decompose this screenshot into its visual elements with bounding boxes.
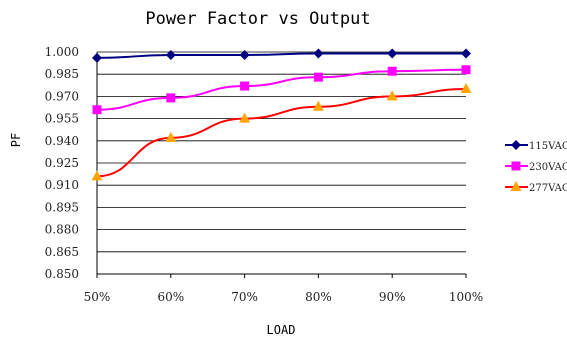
data-point-115VAC-100% <box>461 48 471 59</box>
data-point-115VAC-80% <box>313 48 324 59</box>
data-point-230VAC-50% <box>92 105 102 115</box>
legend: 115VAC 230VAC 277VAC <box>505 140 567 194</box>
data-point-230VAC-60% <box>166 93 176 103</box>
data-point-230VAC-100% <box>461 65 471 75</box>
data-point-115VAC-50% <box>92 52 102 63</box>
data-point-277VAC-80% <box>312 100 324 111</box>
y-tick-label: 0.940 <box>45 134 79 148</box>
series-line-277VAC <box>96 88 467 178</box>
y-tick-label: 0.850 <box>45 267 79 281</box>
x-tick-label: 60% <box>157 290 184 304</box>
data-point-277VAC-60% <box>165 131 177 142</box>
data-point-230VAC-90% <box>387 66 397 76</box>
x-tick-label: 100% <box>449 290 483 304</box>
x-tick-label: 80% <box>305 290 332 304</box>
data-point-277VAC-100% <box>460 83 472 93</box>
legend-item-115VAC: 115VAC <box>505 140 567 152</box>
series-group <box>91 48 472 181</box>
legend-label: 115VAC <box>529 141 567 152</box>
data-point-277VAC-90% <box>386 90 398 101</box>
chart-title: Power Factor vs Output <box>145 9 370 29</box>
y-tick-label: 0.955 <box>45 112 79 126</box>
series-115VAC <box>92 48 471 63</box>
legend-item-277VAC: 277VAC <box>505 181 567 194</box>
y-tick-label: 0.895 <box>45 200 79 214</box>
y-tick-labels: 1.000 0.985 0.970 0.955 0.940 0.925 0.910 0.895… <box>45 45 79 281</box>
data-point-277VAC-50% <box>91 170 103 181</box>
data-point-230VAC-80% <box>313 72 323 82</box>
legend-swatch-marker <box>510 181 522 191</box>
x-tick-label: 90% <box>379 290 406 304</box>
y-tick-label: 0.970 <box>45 89 79 103</box>
legend-label: 277VAC <box>529 183 567 194</box>
y-tick-label: 0.985 <box>45 67 79 81</box>
x-axis-label: LOAD <box>267 323 296 337</box>
legend-swatch-marker <box>511 140 521 150</box>
legend-swatch-marker <box>511 161 521 171</box>
series-line-230VAC <box>96 68 467 111</box>
y-axis-label: PF <box>9 133 23 147</box>
y-tick-label: 0.880 <box>45 223 79 237</box>
y-tick-label: 0.925 <box>45 156 79 170</box>
x-tick-labels: 50% 60% 70% 80% 90% 100% <box>84 290 483 304</box>
data-point-277VAC-70% <box>239 112 251 123</box>
data-point-115VAC-90% <box>387 48 398 59</box>
gridlines <box>96 51 467 278</box>
y-tick-label: 1.000 <box>45 45 79 59</box>
legend-label: 230VAC <box>529 162 567 173</box>
x-tick-label: 50% <box>84 290 111 304</box>
y-tick-label: 0.910 <box>45 178 79 192</box>
series-line-115VAC <box>96 52 466 59</box>
data-point-115VAC-60% <box>165 49 176 60</box>
y-tick-label: 0.865 <box>45 245 79 259</box>
data-point-230VAC-70% <box>240 81 250 91</box>
series-230VAC <box>92 65 471 115</box>
legend-item-230VAC: 230VAC <box>505 161 567 173</box>
x-tick-label: 70% <box>231 290 258 304</box>
data-point-115VAC-70% <box>239 49 250 60</box>
series-277VAC <box>91 83 472 181</box>
